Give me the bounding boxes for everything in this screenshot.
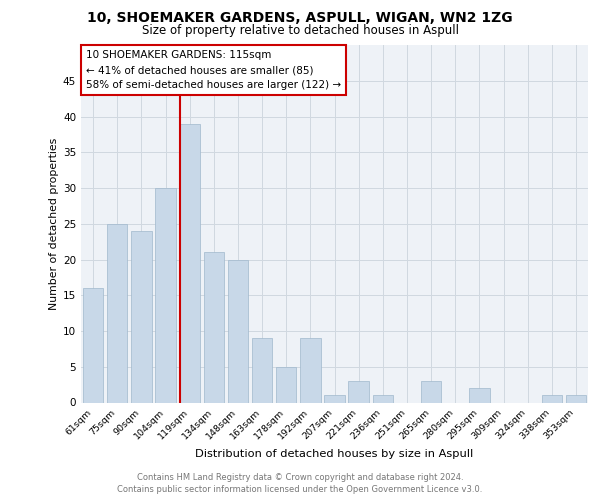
Bar: [324, 396, 345, 402]
Bar: [566, 396, 586, 402]
Bar: [107, 224, 127, 402]
Bar: [349, 381, 369, 402]
Bar: [155, 188, 176, 402]
X-axis label: Distribution of detached houses by size in Aspull: Distribution of detached houses by size …: [196, 450, 473, 460]
Bar: [276, 367, 296, 402]
Text: Size of property relative to detached houses in Aspull: Size of property relative to detached ho…: [142, 24, 458, 37]
Bar: [131, 231, 152, 402]
Bar: [203, 252, 224, 402]
Bar: [83, 288, 103, 403]
Bar: [421, 381, 442, 402]
Text: Contains HM Land Registry data © Crown copyright and database right 2024.
Contai: Contains HM Land Registry data © Crown c…: [118, 472, 482, 494]
Bar: [227, 260, 248, 402]
Bar: [179, 124, 200, 402]
Bar: [469, 388, 490, 402]
Text: 10, SHOEMAKER GARDENS, ASPULL, WIGAN, WN2 1ZG: 10, SHOEMAKER GARDENS, ASPULL, WIGAN, WN…: [87, 11, 513, 25]
Y-axis label: Number of detached properties: Number of detached properties: [49, 138, 59, 310]
Bar: [300, 338, 320, 402]
Bar: [252, 338, 272, 402]
Bar: [542, 396, 562, 402]
Text: 10 SHOEMAKER GARDENS: 115sqm
← 41% of detached houses are smaller (85)
58% of se: 10 SHOEMAKER GARDENS: 115sqm ← 41% of de…: [86, 50, 341, 90]
Bar: [373, 396, 393, 402]
